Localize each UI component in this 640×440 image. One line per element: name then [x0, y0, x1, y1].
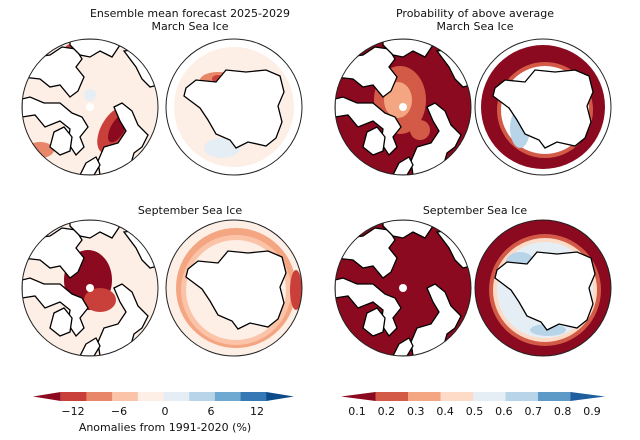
colorbar-segment	[408, 392, 441, 401]
colorbar-segment	[112, 392, 139, 401]
map-september-antarctic-probability	[475, 220, 611, 356]
colorbar-segment	[505, 392, 539, 401]
map-frame	[21, 38, 159, 176]
map-march-antarctic-anomaly	[166, 39, 302, 175]
colorbar-segment	[538, 392, 571, 401]
colorbar-segment	[440, 392, 474, 401]
cb-prob-tick: 0.6	[495, 405, 513, 418]
colorbar-probability	[341, 392, 605, 401]
colorbar-segment	[33, 392, 61, 401]
colorbar-segment	[60, 392, 87, 401]
map-frame	[165, 219, 303, 357]
map-frame	[165, 38, 303, 176]
map-frame	[334, 38, 472, 176]
colorbar-segment	[341, 392, 376, 401]
colorbar-segment	[240, 392, 267, 401]
map-september-arctic-probability	[335, 220, 471, 356]
cb-anom-tick: −12	[61, 405, 84, 418]
colorbar-segment	[86, 392, 113, 401]
colorbar-segment	[375, 392, 409, 401]
colorbar-segment	[214, 392, 242, 401]
map-march-arctic-anomaly	[22, 39, 158, 175]
cb-anom-tick: 12	[250, 405, 264, 418]
cb-prob-tick: 0.7	[525, 405, 543, 418]
map-frame	[474, 219, 612, 357]
cb-prob-tick: 0.5	[466, 405, 484, 418]
colorbar-segment	[570, 392, 605, 401]
left-title-march: March Sea Ice	[151, 20, 229, 33]
map-march-antarctic-probability	[475, 39, 611, 175]
colorbar-segment	[137, 392, 164, 401]
left-title-main: Ensemble mean forecast 2025-2029	[89, 7, 291, 20]
map-frame	[21, 219, 159, 357]
map-frame	[334, 219, 472, 357]
colorbar-anomaly	[33, 392, 294, 401]
left-title: Ensemble mean forecast 2025-2029 March S…	[40, 7, 340, 33]
cb-prob-tick: 0.2	[378, 405, 396, 418]
cb-anom-label: Anomalies from 1991-2020 (%)	[79, 421, 251, 434]
cb-prob-tick: 0.3	[407, 405, 425, 418]
right-title: Probability of above average March Sea I…	[325, 7, 625, 33]
right-september-title: September Sea Ice	[422, 204, 528, 217]
left-september-title: September Sea Ice	[137, 204, 243, 217]
cb-anom-tick: 0	[162, 405, 169, 418]
right-title-main: Probability of above average	[395, 7, 554, 20]
right-title-march: March Sea Ice	[436, 20, 514, 33]
cb-anom-tick: −6	[111, 405, 127, 418]
colorbar-segment	[189, 392, 216, 401]
cb-prob-tick: 0.1	[348, 405, 366, 418]
map-march-arctic-probability	[335, 39, 471, 175]
cb-anom-tick: 6	[208, 405, 215, 418]
map-september-arctic-anomaly	[22, 220, 158, 356]
colorbar-segment	[163, 392, 190, 401]
colorbar-segment	[266, 392, 294, 401]
cb-prob-tick: 0.4	[436, 405, 454, 418]
cb-prob-tick: 0.8	[554, 405, 572, 418]
cb-prob-tick: 0.9	[583, 405, 601, 418]
map-september-antarctic-anomaly	[166, 220, 302, 356]
map-frame	[474, 38, 612, 176]
colorbar-segment	[473, 392, 506, 401]
